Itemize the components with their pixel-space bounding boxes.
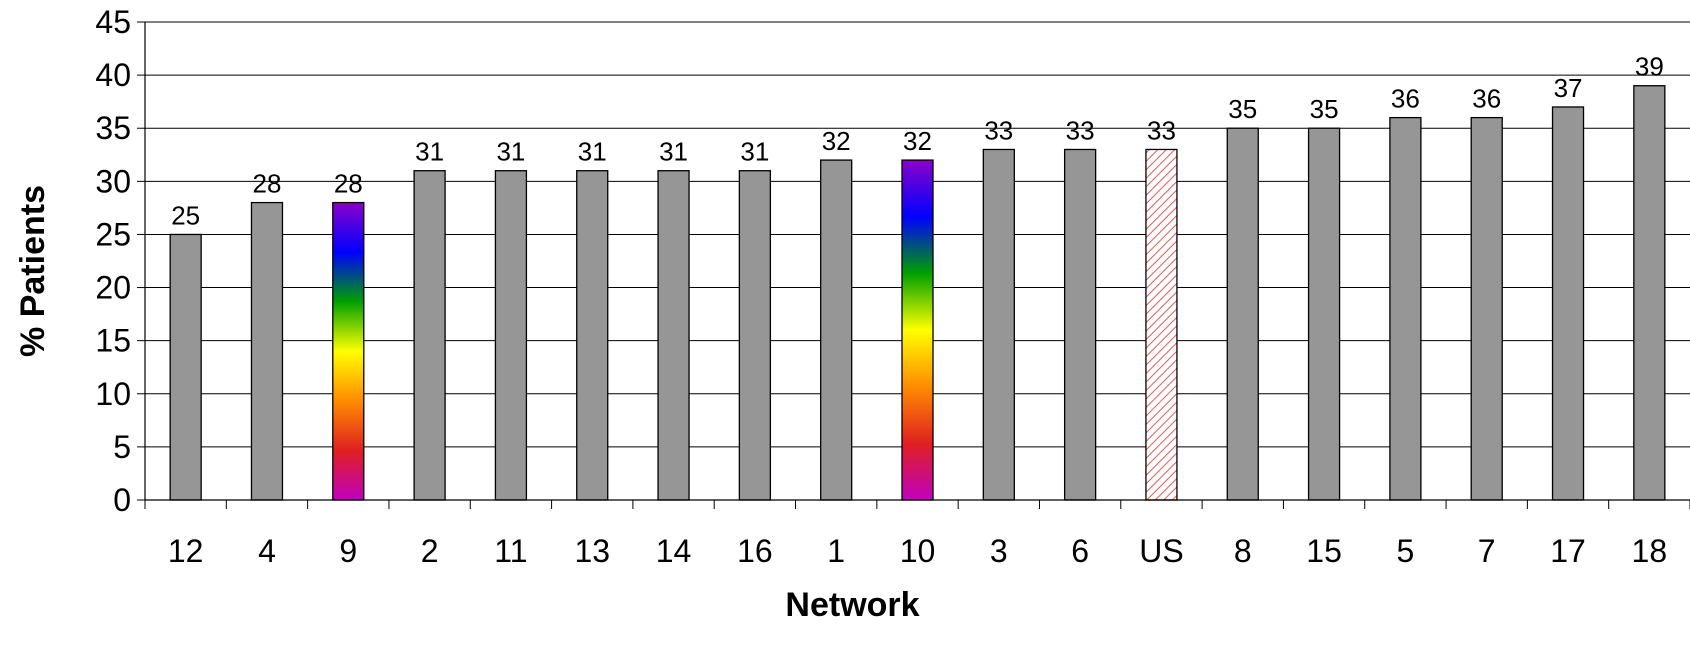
y-tick-label: 25 (95, 216, 131, 252)
bar-14 (657, 170, 690, 501)
data-label: 33 (1147, 115, 1176, 145)
data-label: 31 (740, 137, 769, 167)
y-tick-label: 40 (95, 57, 131, 93)
bar-16 (738, 170, 772, 501)
data-label: 31 (578, 137, 607, 167)
y-tick-label: 10 (95, 376, 131, 412)
x-tick-label: US (1139, 533, 1183, 569)
bar-8 (1226, 127, 1259, 501)
bar-12 (169, 233, 202, 501)
bar-10 (901, 159, 934, 501)
y-tick-label: 15 (95, 323, 131, 359)
y-axis-title: % Patients (14, 185, 52, 357)
data-label: 39 (1635, 52, 1664, 82)
x-tick-label: 3 (990, 533, 1008, 569)
x-tick-label: 4 (258, 533, 276, 569)
x-tick-label: 16 (737, 533, 773, 569)
x-tick-label: 2 (421, 533, 439, 569)
data-label: 28 (334, 169, 363, 199)
x-tick-label: 10 (900, 533, 936, 569)
x-tick-label: 9 (339, 533, 357, 569)
y-tick-label: 45 (95, 4, 131, 40)
x-tick-label: 8 (1234, 533, 1252, 569)
bar-US (1145, 148, 1178, 501)
bar-15 (1307, 127, 1341, 501)
data-label: 25 (171, 200, 200, 230)
y-tick-label: 35 (95, 110, 131, 146)
x-tick-label: 12 (168, 533, 204, 569)
data-label: 33 (984, 115, 1013, 145)
x-tick-label: 15 (1306, 533, 1342, 569)
x-tick-label: 5 (1396, 533, 1414, 569)
bar-7 (1470, 116, 1503, 501)
data-label: 28 (253, 169, 282, 199)
y-tick-label: 5 (113, 429, 131, 465)
data-label: 32 (822, 126, 851, 156)
x-tick-label: 1 (827, 533, 845, 569)
bar-1 (820, 159, 853, 501)
x-tick-label: 14 (656, 533, 692, 569)
bar-9 (332, 201, 365, 501)
x-axis-title: Network (785, 586, 919, 624)
bar-6 (1063, 148, 1097, 501)
bar-2 (413, 170, 446, 501)
labels: 0510152025303540451225428928231113113311… (95, 4, 1667, 569)
data-label: 31 (415, 137, 444, 167)
bar-11 (494, 170, 528, 501)
y-tick-label: 20 (95, 270, 131, 306)
data-label: 32 (903, 126, 932, 156)
x-tick-label: 7 (1478, 533, 1496, 569)
bar-3 (982, 148, 1015, 501)
data-label: 37 (1554, 73, 1583, 103)
bar-13 (576, 170, 609, 501)
data-label: 36 (1391, 84, 1420, 114)
bar-18 (1633, 85, 1666, 501)
y-tick-label: 0 (113, 482, 131, 518)
data-label: 31 (496, 137, 525, 167)
x-tick-label: 18 (1632, 533, 1668, 569)
bars (169, 85, 1666, 501)
y-tick-label: 30 (95, 163, 131, 199)
data-label: 35 (1310, 94, 1339, 124)
x-tick-label: 6 (1071, 533, 1089, 569)
data-label: 31 (659, 137, 688, 167)
data-label: 33 (1066, 115, 1095, 145)
data-label: 36 (1472, 84, 1501, 114)
data-label: 35 (1228, 94, 1257, 124)
bar-17 (1551, 106, 1585, 501)
x-tick-label: 17 (1550, 533, 1586, 569)
bar-4 (250, 201, 284, 501)
x-tick-label: 13 (574, 533, 610, 569)
axes (137, 21, 1690, 509)
bar-5 (1389, 116, 1422, 501)
x-tick-label: 11 (494, 533, 527, 569)
